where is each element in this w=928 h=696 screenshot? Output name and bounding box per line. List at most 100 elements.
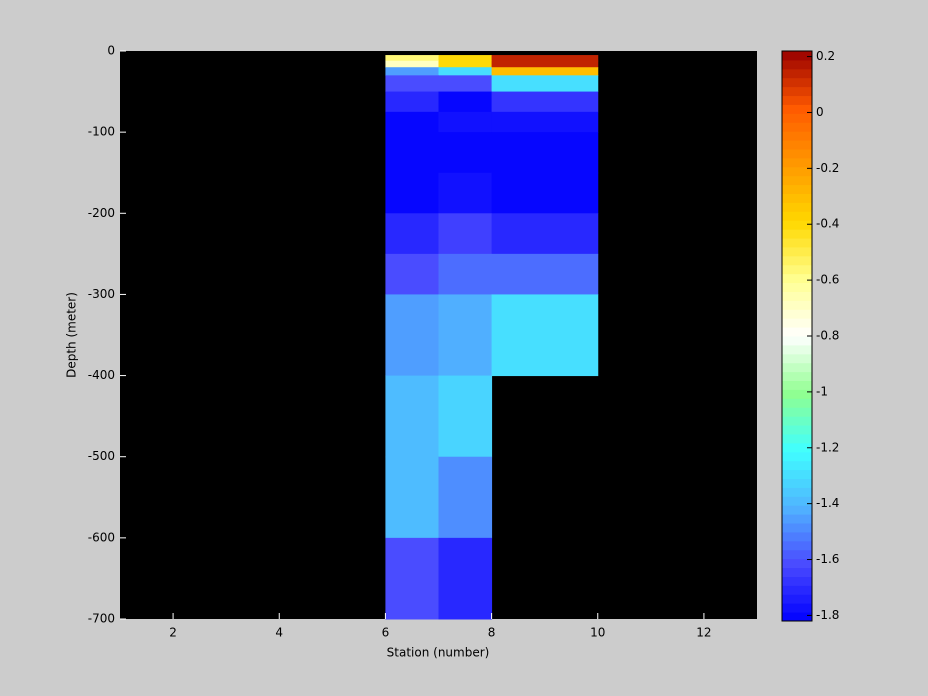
colorbar-swatch xyxy=(782,433,812,444)
colorbar-swatch xyxy=(782,398,812,408)
colorbar-swatch xyxy=(782,309,812,319)
colorbar-swatch xyxy=(782,505,812,515)
colorbar-tick-label: -1.4 xyxy=(816,496,839,510)
x-tick-label: 4 xyxy=(275,626,283,640)
colorbar-swatch xyxy=(782,86,812,97)
colorbar-swatch xyxy=(782,531,812,542)
colorbar-swatch xyxy=(782,184,812,194)
heat-cell xyxy=(385,132,439,174)
y-tick-label: -300 xyxy=(88,287,115,301)
colorbar-swatch xyxy=(782,567,812,577)
colorbar-swatch xyxy=(782,157,812,168)
colorbar-swatch xyxy=(782,478,812,488)
colorbar-swatch xyxy=(782,603,812,613)
x-tick-label: 2 xyxy=(169,626,177,640)
colorbar-swatch xyxy=(782,576,812,586)
heat-cell xyxy=(491,60,599,68)
y-tick-label: -400 xyxy=(88,368,115,382)
colorbar-swatch xyxy=(782,95,812,105)
colorbar-swatch xyxy=(782,238,812,248)
x-axis-label: Station (number) xyxy=(387,646,490,660)
heat-cell xyxy=(438,456,493,539)
heat-cell xyxy=(385,55,439,62)
heat-cell xyxy=(438,172,493,214)
colorbar-swatch xyxy=(782,211,812,221)
colorbar-swatch xyxy=(782,371,812,382)
colorbar-tick-label: 0 xyxy=(816,105,824,119)
heat-cell xyxy=(491,132,599,174)
heat-cell xyxy=(385,294,439,377)
heat-cell xyxy=(438,213,493,255)
heat-cell xyxy=(385,60,439,68)
heat-cell xyxy=(438,55,493,62)
colorbar-swatch xyxy=(782,220,812,230)
heat-cell xyxy=(438,67,493,76)
colorbar-swatch xyxy=(782,255,812,266)
heat-cell xyxy=(491,91,599,113)
colorbar-tick-label: -0.4 xyxy=(816,217,839,231)
colorbar-swatch xyxy=(782,202,812,212)
heat-cell xyxy=(491,111,599,133)
colorbar-tick-label: -1.8 xyxy=(816,608,839,622)
colorbar-swatch xyxy=(782,540,812,551)
y-tick-label: -200 xyxy=(88,206,115,220)
colorbar-tick-label: -0.8 xyxy=(816,329,839,343)
y-tick-label: -500 xyxy=(88,449,115,463)
colorbar-swatch xyxy=(782,389,812,399)
colorbar-swatch xyxy=(782,425,812,435)
colorbar-swatch xyxy=(782,416,812,426)
colorbar-swatch xyxy=(782,77,812,88)
colorbar-swatch xyxy=(782,59,812,70)
heat-cell xyxy=(385,91,439,113)
y-axis-label: Depth (meter) xyxy=(65,292,79,378)
colorbar-swatch xyxy=(782,273,812,284)
colorbar-swatch xyxy=(782,612,812,622)
x-tick-label: 8 xyxy=(488,626,496,640)
colorbar-swatch xyxy=(782,514,812,524)
colorbar-swatch xyxy=(782,166,812,177)
heat-cell xyxy=(385,375,439,458)
heat-cell xyxy=(385,172,439,214)
y-tick-label: -600 xyxy=(88,530,115,544)
colorbar-swatch xyxy=(782,300,812,310)
heat-cell xyxy=(385,213,439,255)
colorbar-swatch xyxy=(782,264,812,275)
colorbar-swatch xyxy=(782,549,812,560)
colorbar-tick-label: -1.2 xyxy=(816,440,839,454)
heat-cell xyxy=(491,294,599,377)
colorbar-swatch xyxy=(782,148,812,159)
colorbar-swatch xyxy=(782,407,812,417)
colorbar-swatch xyxy=(782,140,812,150)
colorbar-swatch xyxy=(782,175,812,186)
x-tick-label: 12 xyxy=(696,626,711,640)
heat-cell xyxy=(491,253,599,295)
colorbar-swatch xyxy=(782,193,812,203)
heat-cell xyxy=(491,213,599,255)
heat-cell xyxy=(491,75,599,93)
colorbar-tick-label: -0.2 xyxy=(816,161,839,175)
colorbar-swatch xyxy=(782,282,812,292)
heat-cell xyxy=(385,75,439,93)
heat-cell xyxy=(491,55,599,62)
colorbar-swatch xyxy=(782,113,812,123)
y-tick-label: -100 xyxy=(88,125,115,139)
colorbar-swatch xyxy=(782,362,812,373)
heat-cell xyxy=(491,67,599,76)
heat-cell xyxy=(438,132,493,174)
heat-cell xyxy=(385,253,439,295)
colorbar-swatch xyxy=(782,291,812,301)
colorbar-swatch xyxy=(782,353,812,364)
colorbar-swatch xyxy=(782,131,812,141)
colorbar-swatch xyxy=(782,487,812,497)
y-tick-label: -700 xyxy=(88,612,115,626)
heat-cell xyxy=(438,537,493,620)
colorbar-swatch xyxy=(782,380,812,390)
y-tick-label: 0 xyxy=(107,44,115,58)
colorbar-swatch xyxy=(782,104,812,114)
heat-cell xyxy=(438,91,493,113)
colorbar-swatch xyxy=(782,229,812,239)
colorbar-swatch xyxy=(782,344,812,355)
colorbar-tick-label: -1.6 xyxy=(816,552,839,566)
heat-cell xyxy=(438,60,493,68)
